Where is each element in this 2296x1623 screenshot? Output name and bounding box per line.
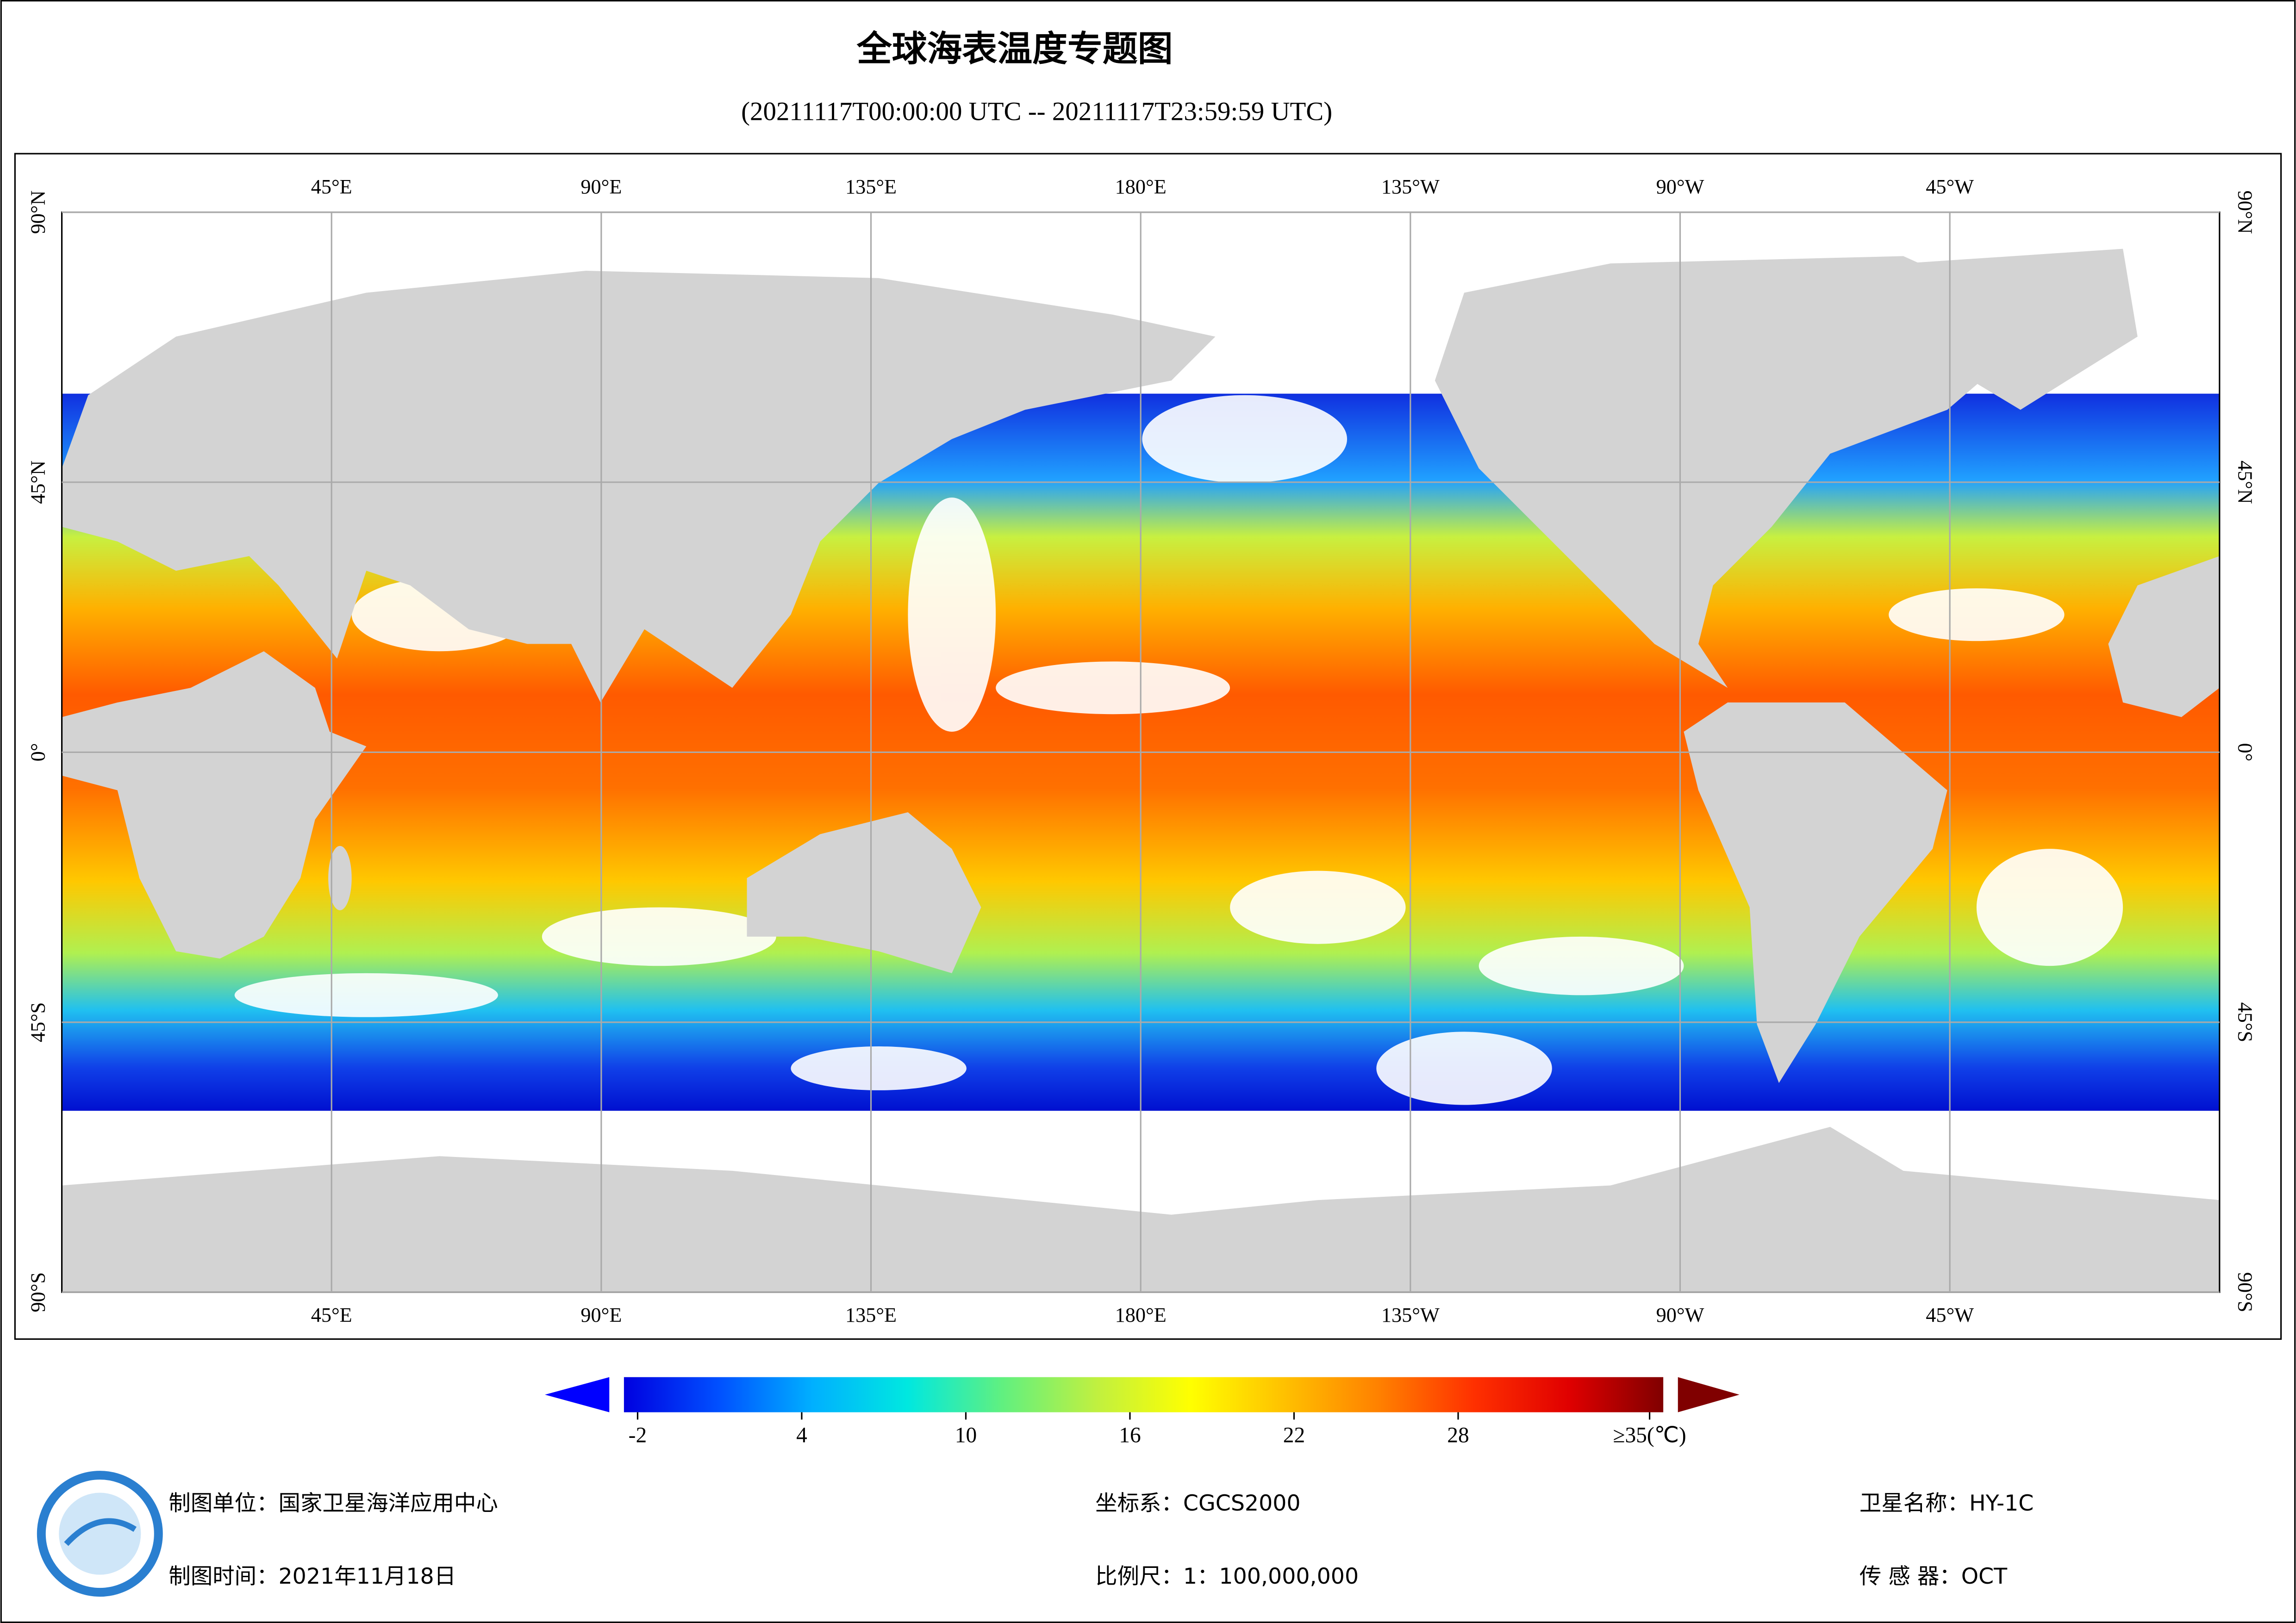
colorbar-tick-label: ≥35(℃): [1613, 1423, 1686, 1447]
subtitle: (20211117T00:00:00 UTC -- 20211117T23:59…: [741, 97, 1332, 126]
colorbar-tick-label: 10: [955, 1423, 977, 1447]
lat-label-right: 45°S: [2234, 1002, 2256, 1043]
colorbar-tick-label: 22: [1283, 1423, 1305, 1447]
colorbar-tick-label: 4: [796, 1423, 807, 1447]
lon-label-bottom: 135°E: [845, 1304, 897, 1326]
lon-label-top: 45°E: [311, 175, 352, 198]
lat-label-right: 90°N: [2234, 191, 2256, 234]
lat-label-left: 90°S: [26, 1272, 49, 1312]
lat-label-left: 0°: [26, 743, 49, 762]
lat-label-left: 45°N: [26, 460, 49, 504]
lat-label-left: 45°S: [26, 1002, 49, 1043]
lon-label-bottom: 90°W: [1656, 1304, 1704, 1326]
info-satellite: 卫星名称：HY-1C: [1859, 1491, 2034, 1516]
lat-label-right: 0°: [2234, 743, 2256, 762]
colorbar-over: [1678, 1377, 1740, 1412]
lat-label-left: 90°N: [26, 191, 49, 234]
map-frame: [14, 153, 2282, 1340]
colorbar-tick-label: 28: [1447, 1423, 1469, 1447]
colorbar-tick-label: -2: [629, 1423, 647, 1447]
lon-label-bottom: 135°W: [1381, 1304, 1440, 1326]
lon-label-top: 135°E: [845, 175, 897, 198]
lon-label-top: 45°W: [1926, 175, 1974, 198]
colorbar-under: [545, 1377, 610, 1412]
lat-label-right: 45°N: [2234, 460, 2256, 504]
lon-label-bottom: 90°E: [580, 1304, 622, 1326]
info-sensor: 传 感 器：OCT: [1859, 1564, 2008, 1589]
info-time: 制图时间：2021年11月18日: [168, 1564, 456, 1589]
lon-label-bottom: 45°E: [311, 1304, 352, 1326]
lon-label-top: 180°E: [1115, 175, 1167, 198]
lon-label-top: 90°E: [580, 175, 622, 198]
info-scale: 比例尺：1：100,000,000: [1095, 1564, 1359, 1589]
lat-label-right: 90°S: [2234, 1272, 2256, 1312]
title: 全球海表温度专题图: [856, 29, 1173, 69]
colorbar: [624, 1377, 1664, 1412]
lon-label-bottom: 45°W: [1926, 1304, 1974, 1326]
lon-label-top: 135°W: [1381, 175, 1440, 198]
logo: [37, 1471, 163, 1597]
lon-label-bottom: 180°E: [1115, 1304, 1167, 1326]
info-unit: 制图单位：国家卫星海洋应用中心: [168, 1491, 498, 1516]
lon-label-top: 90°W: [1656, 175, 1704, 198]
colorbar-tick-label: 16: [1119, 1423, 1141, 1447]
info-crs: 坐标系：CGCS2000: [1095, 1491, 1300, 1516]
